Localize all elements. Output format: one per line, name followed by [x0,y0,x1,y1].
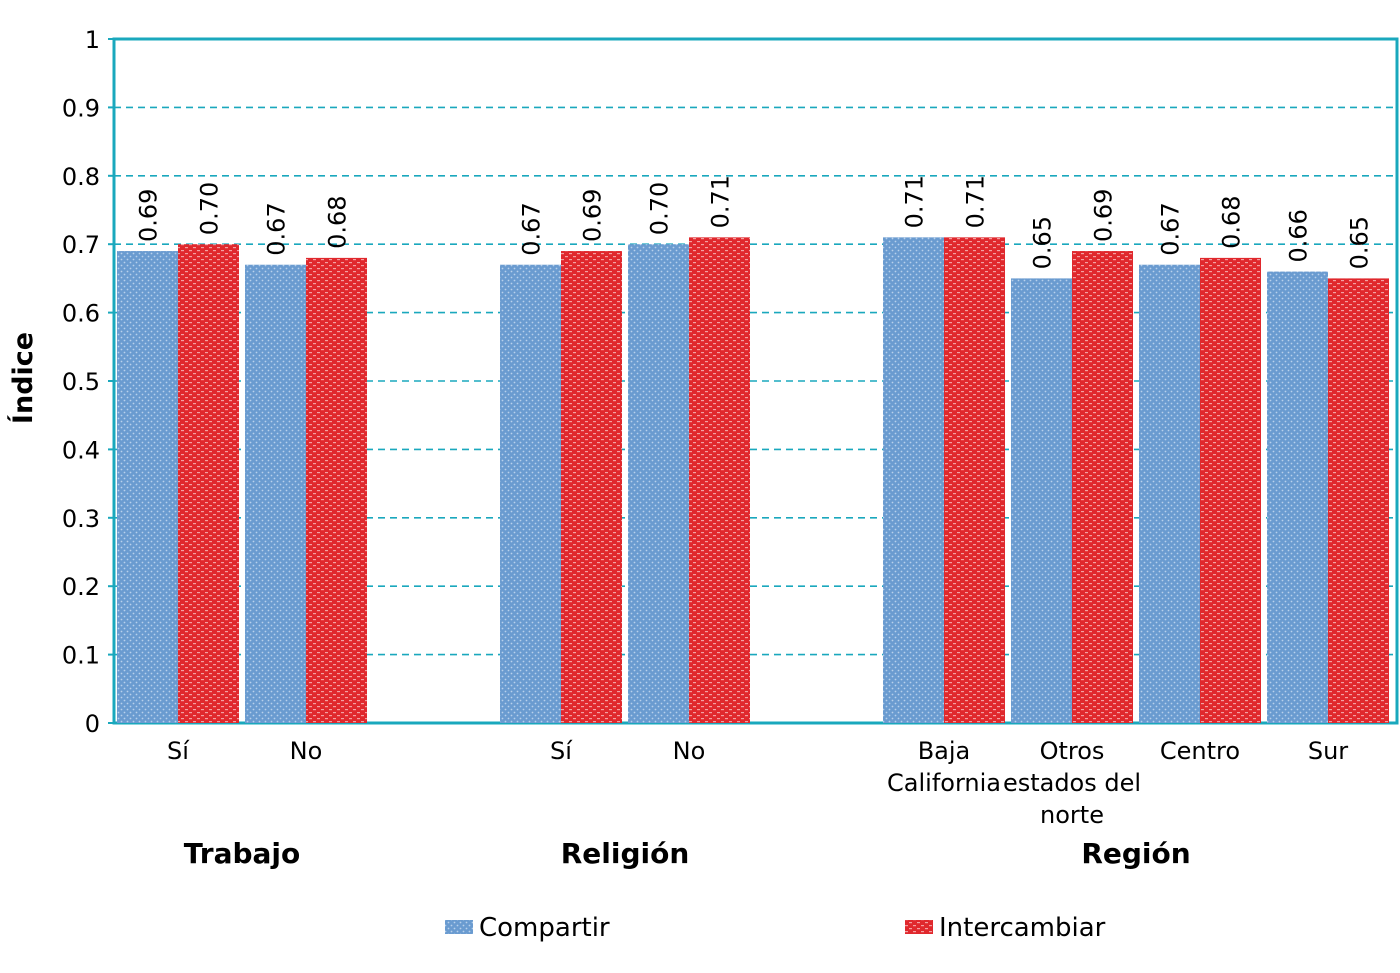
category-label: Otros [1040,737,1105,765]
category-label: No [673,737,706,765]
y-tick-label: 0 [85,710,100,738]
y-tick-label: 0.1 [62,642,100,670]
bar-compartir [1139,264,1200,723]
group-label: Trabajo [184,837,301,870]
bar-intercambiar [1200,257,1261,723]
data-label: 0.69 [135,189,163,242]
y-tick-label: 0.6 [62,300,100,328]
y-tick-label: 0.4 [62,436,100,464]
bar-compartir [117,251,178,724]
y-tick-label: 1 [85,26,100,54]
bar-compartir [245,264,306,723]
bars-layer [117,237,1389,724]
y-tick-label: 0.5 [62,368,100,396]
y-axis-title: Índice [7,332,39,424]
data-label: 0.70 [196,182,224,235]
bar-compartir [1267,271,1328,723]
category-label: Centro [1160,737,1240,765]
data-label: 0.69 [1090,189,1118,242]
legend-label: Intercambiar [939,913,1106,943]
bar-compartir [628,244,689,723]
bar-compartir [883,237,944,724]
bar-intercambiar [178,244,239,723]
category-label: Baja [918,737,971,765]
legend-label: Compartir [479,913,610,943]
bar-intercambiar [306,257,367,723]
data-label: 0.67 [263,202,291,255]
category-label: estados del [1003,769,1141,797]
bar-intercambiar [944,237,1005,724]
group-label: Región [1081,837,1190,870]
bar-intercambiar [1328,278,1389,723]
y-tick-label: 0.2 [62,573,100,601]
data-label: 0.67 [518,202,546,255]
category-label: No [290,737,323,765]
legend: Compartir Intercambiar [445,913,1106,943]
data-label: 0.65 [1346,216,1374,269]
y-tick-label: 0.9 [62,94,100,122]
y-tick-label: 0.3 [62,505,100,533]
data-label: 0.65 [1029,216,1057,269]
category-label: Sur [1308,737,1348,765]
data-label: 0.71 [962,175,990,228]
category-label: Sí [167,737,190,765]
data-label: 0.70 [646,182,674,235]
category-label: California [887,769,1001,797]
y-tick-label: 0.7 [62,231,100,259]
data-label: 0.69 [579,189,607,242]
data-label: 0.71 [901,175,929,228]
data-label: 0.68 [324,195,352,248]
legend-swatch-intercambiar [905,920,933,934]
bar-compartir [500,264,561,723]
category-label: norte [1040,801,1104,829]
legend-swatch-compartir [445,920,473,934]
y-tick-label: 0.8 [62,163,100,191]
category-label: Sí [550,737,573,765]
bar-intercambiar [561,251,622,724]
bar-intercambiar [1072,251,1133,724]
data-label: 0.67 [1157,202,1185,255]
bar-compartir [1011,278,1072,723]
group-label: Religión [561,837,690,870]
data-label: 0.71 [707,175,735,228]
data-label: 0.66 [1285,209,1313,262]
labels-layer: 0 0.1 0.2 0.3 0.4 0.5 0.6 0.7 0.8 0.9 1 0.69 0.70 Sí 0… [62,26,1374,870]
plot-frame [112,37,1399,725]
bar-intercambiar [689,237,750,724]
data-label: 0.68 [1218,195,1246,248]
